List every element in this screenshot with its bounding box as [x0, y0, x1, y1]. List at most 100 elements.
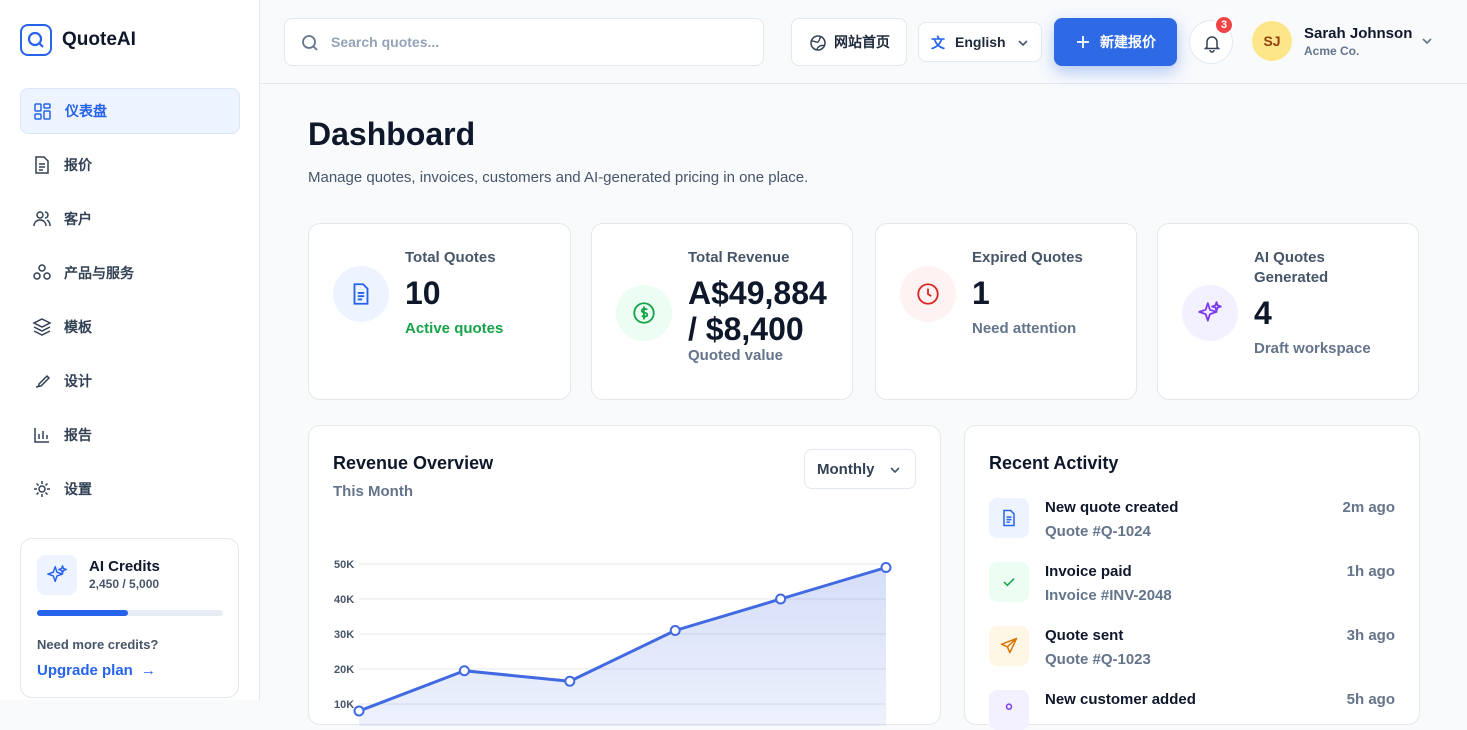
credits-card: AI Credits 2,450 / 5,000 Need more credi…: [20, 538, 239, 698]
stat-card: Total Quotes 10 Active quotes: [308, 223, 571, 400]
point: [669, 625, 681, 636]
credits-bar: [37, 610, 129, 616]
y-tick-label: 40K: [334, 594, 354, 606]
nav-item[interactable]: 报告: [20, 412, 240, 458]
chart-title: Revenue Overview: [333, 453, 494, 473]
credits-track: [37, 610, 223, 616]
stat-card: Expired Quotes 1 Need attention: [875, 223, 1137, 400]
nav-label[interactable]: 产品与服务: [64, 265, 134, 281]
activity-title: New quote created: [1045, 499, 1179, 516]
activity-detail: Invoice #INV-2048: [1045, 587, 1172, 604]
brand: QuoteAI: [62, 29, 136, 50]
topbar: [261, 0, 1467, 84]
stat-note: Quoted value: [688, 347, 784, 364]
stat-label: AI Quotes Generated: [1254, 249, 1329, 286]
point: [458, 665, 470, 677]
chart-subtitle: This Month: [333, 483, 413, 500]
activity-icon: [989, 498, 1029, 538]
activity-title: Recent Activity: [989, 453, 1119, 473]
search-placeholder: Search quotes...: [331, 34, 440, 50]
activity-title: Quote sent: [1045, 627, 1124, 644]
credits-title: AI Credits: [89, 558, 160, 575]
y-tick-label: 30K: [334, 629, 354, 641]
activity-time: 2m ago: [1342, 499, 1395, 516]
search-box[interactable]: Search quotes...: [284, 18, 764, 66]
stat-value: A$49,884 / $8,400: [688, 275, 827, 347]
nav-item[interactable]: 设计: [20, 358, 240, 404]
nav-item[interactable]: 仪表盘: [20, 88, 240, 134]
language-text[interactable]: English: [955, 34, 1006, 50]
avatar[interactable]: SJ: [1252, 21, 1292, 61]
website-text[interactable]: 网站首页: [834, 34, 890, 50]
stat-label: Expired Quotes: [972, 249, 1083, 266]
period-text[interactable]: Monthly: [817, 460, 875, 478]
credits-icon: [37, 555, 77, 595]
nav-item[interactable]: 模板: [20, 304, 240, 350]
point: [880, 562, 892, 573]
stat-label: Total Revenue: [688, 249, 790, 266]
nav-label[interactable]: 设置: [64, 481, 92, 497]
logo-icon: [20, 24, 52, 56]
upgrade-link[interactable]: Upgrade plan →: [37, 662, 156, 679]
activity-detail: Quote #Q-1024: [1045, 523, 1151, 540]
nav-label[interactable]: 设计: [64, 373, 92, 389]
sidebar: QuoteAI 仪表盘报价客户产品与服务模板设计报告设置 AI Credits …: [0, 0, 260, 700]
y-tick-label: 20K: [334, 664, 354, 676]
new-quote-text[interactable]: 新建报价: [1100, 34, 1156, 50]
activity-icon: [989, 562, 1029, 602]
point: [353, 705, 365, 717]
user-company: Acme Co.: [1304, 44, 1360, 58]
stat-note: Need attention: [972, 320, 1077, 337]
stat-icon: [333, 266, 389, 322]
activity-time: 1h ago: [1346, 563, 1395, 580]
y-tick-label: 10K: [334, 699, 354, 711]
activity-title: Invoice paid: [1045, 563, 1132, 580]
activity-time: 3h ago: [1346, 627, 1395, 644]
stat-icon: [616, 285, 672, 341]
revenue-chart: 10K 20K 30K 40K 50K: [334, 559, 892, 726]
stat-note: Draft workspace: [1254, 340, 1371, 357]
notification-badge: 3: [1214, 15, 1234, 35]
revenue-card: Revenue Overview This Month Monthly 10K 2…: [308, 425, 941, 726]
point: [564, 675, 576, 687]
stat-card: Total Revenue A$49,884 / $8,400 Quoted val…: [591, 223, 853, 400]
stat-value: 1: [972, 275, 990, 311]
stat-value: 10: [405, 275, 441, 311]
nav-item[interactable]: 客户: [20, 196, 240, 242]
user-name: Sarah Johnson: [1304, 25, 1413, 42]
upgrade-text[interactable]: Upgrade plan: [37, 662, 133, 679]
activity-card: Recent Activity New quote created Quote #…: [964, 425, 1420, 730]
language-select[interactable]: 文 English: [918, 22, 1042, 62]
stat-note: Active quotes: [405, 320, 504, 337]
credits-prompt: Need more credits?: [37, 637, 159, 652]
stat-label: Total Quotes: [405, 249, 496, 266]
nav-label[interactable]: 客户: [64, 211, 92, 227]
page-title: Dashboard: [308, 116, 476, 152]
credits-label: 2,450 / 5,000: [89, 577, 160, 591]
translate-icon: 文: [931, 35, 945, 51]
stat-icon: [1182, 285, 1238, 341]
nav-label[interactable]: 模板: [64, 319, 92, 335]
line: [358, 566, 887, 713]
new-quote-button[interactable]: 新建报价: [1054, 18, 1177, 66]
activity-icon: [989, 626, 1029, 666]
nav-item[interactable]: 报价: [20, 142, 240, 188]
nav-item[interactable]: 设置: [20, 466, 240, 512]
nav-label[interactable]: 报告: [64, 427, 92, 443]
user-menu-chevron[interactable]: [1421, 35, 1433, 47]
stat-card: AI Quotes Generated 4 Draft workspace: [1157, 223, 1419, 400]
stat-icon: [900, 266, 956, 322]
website-button[interactable]: 网站首页: [791, 18, 907, 66]
activity-detail: Quote #Q-1023: [1045, 651, 1151, 668]
nav-label[interactable]: 仪表盘: [65, 103, 107, 119]
period-select[interactable]: Monthly: [804, 449, 916, 489]
arrow: →: [140, 662, 156, 679]
point: [775, 593, 787, 605]
page-subtitle: Manage quotes, invoices, customers and A…: [308, 169, 809, 186]
stat-value: 4: [1254, 295, 1272, 331]
y-tick-label: 50K: [334, 559, 354, 571]
nav-item[interactable]: 产品与服务: [20, 250, 240, 296]
activity-icon: [989, 690, 1029, 730]
nav-label[interactable]: 报价: [64, 157, 92, 173]
